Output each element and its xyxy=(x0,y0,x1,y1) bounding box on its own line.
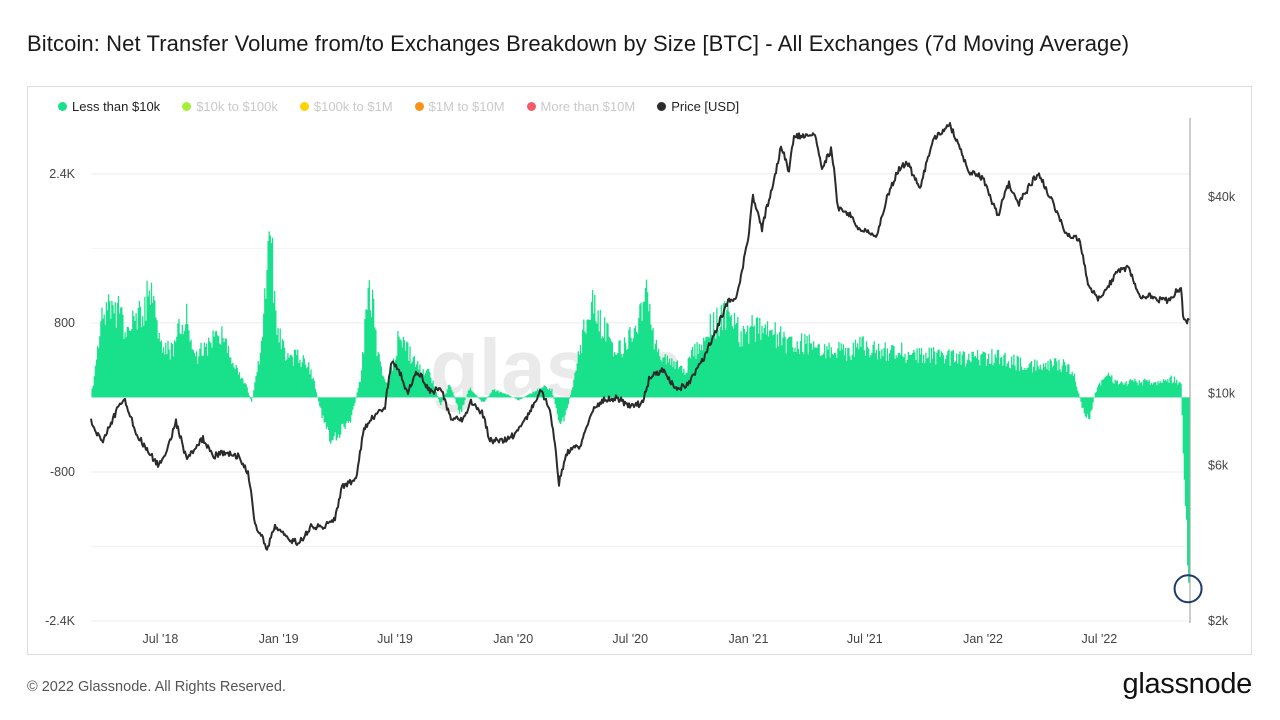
y-left-tick-label: 800 xyxy=(54,316,75,330)
x-tick-label: Jul '22 xyxy=(1082,632,1118,646)
legend-dot-icon xyxy=(526,101,536,111)
x-tick-label: Jul '18 xyxy=(143,632,179,646)
y-left-tick-label: -2.4K xyxy=(45,614,76,628)
legend-label: More than $10M xyxy=(540,98,636,114)
legend-dot-icon xyxy=(657,101,667,111)
y-right-tick-label: $6k xyxy=(1208,459,1229,473)
legend-dot-icon xyxy=(58,101,67,111)
legend-label: $1M to $10M xyxy=(428,98,505,114)
annotations xyxy=(1173,574,1203,604)
x-tick-label: Jan '22 xyxy=(963,632,1003,646)
brand-logo[interactable]: glassnode xyxy=(1122,668,1252,700)
copyright-text: © 2022 Glassnode. All Rights Reserved. xyxy=(27,679,286,695)
x-tick-label: Jul '21 xyxy=(847,632,883,646)
legend-dot-icon xyxy=(182,101,192,111)
volume-series xyxy=(91,231,1190,583)
chart-legend: Less than $10k $10k to $100k $100k to $1M $… xyxy=(58,97,761,115)
price-line xyxy=(90,122,1190,551)
legend-item-5[interactable]: Price [USD] xyxy=(657,99,739,114)
highlight-circle xyxy=(1173,574,1203,604)
chart-frame xyxy=(27,86,1252,655)
legend-label: $10k to $100k xyxy=(196,98,278,114)
legend-item-1[interactable]: $10k to $100k xyxy=(182,99,278,114)
grid-lines xyxy=(91,173,1190,622)
volume-bars xyxy=(91,231,1190,583)
x-tick-label: Jul '20 xyxy=(612,632,648,646)
legend-dot-icon xyxy=(299,101,309,111)
legend-item-2[interactable]: $100k to $1M xyxy=(299,98,393,114)
legend-item-0[interactable]: Less than $10k xyxy=(58,99,160,114)
x-tick-label: Jul '19 xyxy=(377,632,413,646)
chart-title: Bitcoin: Net Transfer Volume from/to Exc… xyxy=(27,31,1130,56)
legend-label: Price [USD] xyxy=(671,98,740,114)
x-tick-label: Jan '21 xyxy=(729,632,769,646)
legend-label: $100k to $1M xyxy=(313,98,393,114)
y-right-tick-label: $40k xyxy=(1208,190,1236,204)
price-series xyxy=(90,122,1190,551)
x-tick-label: Jan '19 xyxy=(259,632,299,646)
y-left-tick-label: 2.4K xyxy=(49,167,75,181)
y-left-tick-label: -800 xyxy=(50,465,75,479)
axes: 2.4K 800 -800 -2.4K $40k $10k $6k $2k Jul '18 Jan… xyxy=(45,118,1236,646)
legend-item-4[interactable]: More than $10M xyxy=(526,98,636,114)
legend-item-3[interactable]: $1M to $10M xyxy=(414,98,505,114)
legend-dot-icon xyxy=(414,101,424,111)
legend-label: Less than $10k xyxy=(72,98,161,114)
x-tick-label: Jan '20 xyxy=(493,632,533,646)
y-right-tick-label: $10k xyxy=(1208,386,1236,400)
y-right-tick-label: $2k xyxy=(1208,614,1229,628)
